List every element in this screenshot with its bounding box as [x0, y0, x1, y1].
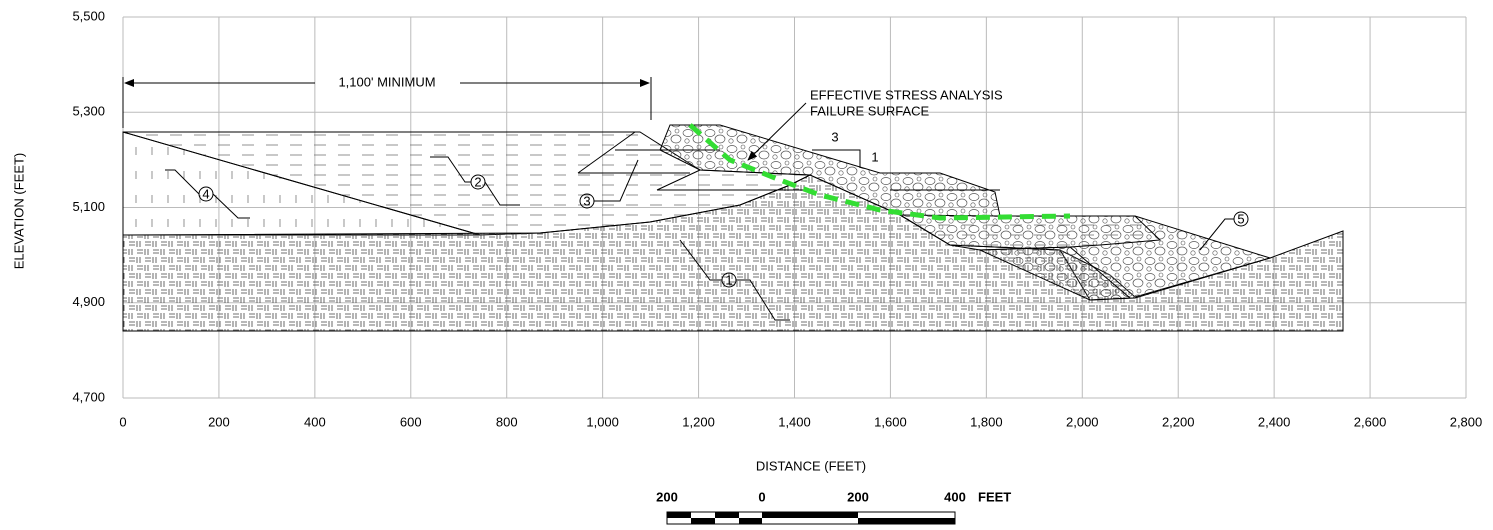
- callout: 1: [725, 272, 732, 287]
- y-tick-label: 5,300: [72, 104, 105, 119]
- scale-label: 200: [656, 489, 678, 504]
- scale-label: 0: [758, 489, 765, 504]
- x-tick-label: 2,200: [1162, 414, 1195, 429]
- callout: 4: [202, 186, 209, 201]
- x-tick-label: 400: [304, 414, 326, 429]
- y-tick-label: 5,500: [72, 8, 105, 23]
- x-tick-label: 1,400: [778, 414, 811, 429]
- scale-unit: FEET: [978, 489, 1011, 504]
- x-axis-label: DISTANCE (FEET): [756, 458, 866, 473]
- callout: 5: [1237, 211, 1244, 226]
- section-drawing: 1,100' MINIMUM EFFECTIVE STRESS ANALYSIS…: [0, 0, 1493, 530]
- annotation: EFFECTIVE STRESS ANALYSIS: [810, 87, 1003, 102]
- y-axis-label: ELEVATION (FEET): [11, 153, 26, 270]
- x-tick-label: 800: [496, 414, 518, 429]
- scale-bar: 200 0 200 400 FEET: [656, 489, 1011, 524]
- x-tick-label: 1,600: [874, 414, 907, 429]
- x-tick-label: 2,400: [1258, 414, 1291, 429]
- scale-label: 200: [847, 489, 869, 504]
- x-tick-label: 200: [208, 414, 230, 429]
- callout: 2: [474, 174, 481, 189]
- x-tick-label: 1,800: [970, 414, 1003, 429]
- x-tick-label: 1,200: [682, 414, 715, 429]
- x-tick-label: 0: [119, 414, 126, 429]
- y-tick-label: 5,100: [72, 199, 105, 214]
- cross-section: [123, 125, 1343, 331]
- x-tick-label: 2,000: [1066, 414, 1099, 429]
- y-tick-label: 4,900: [72, 294, 105, 309]
- scale-label: 400: [944, 489, 966, 504]
- annotation: FAILURE SURFACE: [810, 103, 930, 118]
- dimension-label: 1,100' MINIMUM: [338, 74, 435, 89]
- slope-run: 3: [831, 129, 838, 144]
- dimension: 1,100' MINIMUM: [123, 74, 651, 128]
- x-tick-label: 1,000: [586, 414, 619, 429]
- x-tick-label: 2,600: [1354, 414, 1387, 429]
- x-tick-label: 2,800: [1450, 414, 1483, 429]
- slope-rise: 1: [871, 149, 878, 164]
- x-tick-label: 600: [400, 414, 422, 429]
- y-tick-label: 4,700: [72, 389, 105, 404]
- callout: 3: [583, 193, 590, 208]
